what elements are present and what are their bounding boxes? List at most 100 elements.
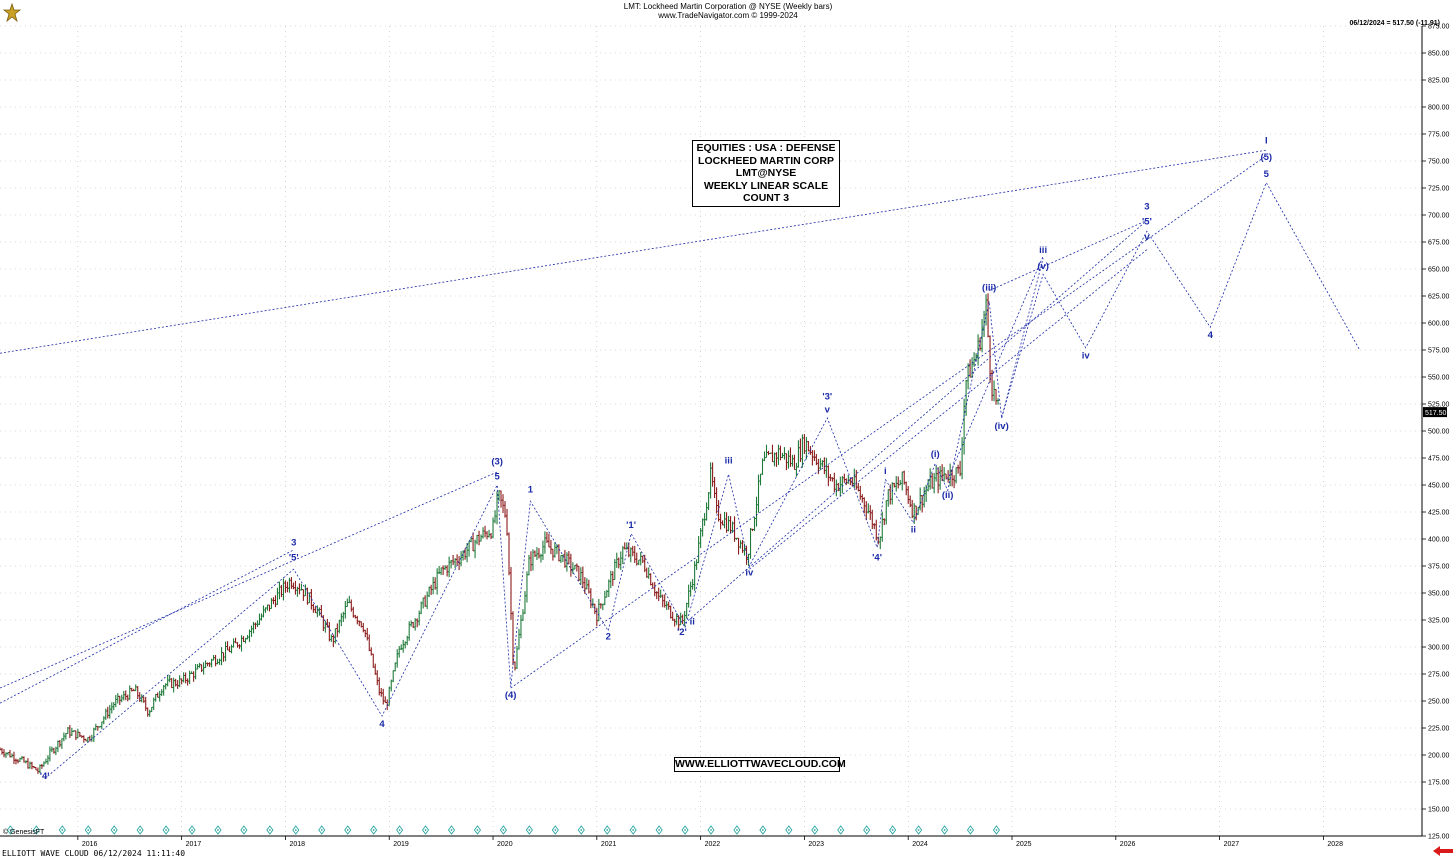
wave-label: 3 — [1144, 202, 1149, 213]
channel-line — [947, 255, 1044, 480]
y-tick-label: 300.00 — [1428, 645, 1450, 652]
scroll-left-arrow-icon[interactable] — [1433, 846, 1453, 856]
y-tick-label: 875.00 — [1428, 24, 1450, 31]
wave-labels: '4'3'5'4(3)5(4)12'1''2'iiiiiiv'3'v'4'iii… — [40, 136, 1272, 782]
cycle-diamond-icon — [447, 825, 456, 835]
channel-line — [0, 471, 498, 689]
x-tick-label: 2022 — [705, 841, 721, 848]
y-tick-label: 850.00 — [1428, 51, 1450, 58]
cycle-diamond-icon — [110, 825, 118, 835]
price-tag-label: 517.50 — [1425, 410, 1447, 417]
cycle-dot-icon — [502, 829, 505, 831]
x-tick-label: 2017 — [186, 841, 202, 848]
x-tick-label: 2024 — [912, 841, 928, 848]
cycle-dot-icon — [865, 829, 868, 831]
cycle-dot-icon — [294, 829, 297, 831]
y-axis: 125.00 150.00 175.00 200.00 225.00 250.00 275.… — [1421, 24, 1450, 841]
cycle-diamond-icon — [811, 825, 819, 835]
cycle-dot-icon — [658, 829, 661, 831]
wave-label: '1' — [626, 520, 636, 531]
price-bars — [0, 293, 1000, 774]
cycle-diamond-icon — [915, 825, 923, 835]
y-tick-label: 400.00 — [1428, 537, 1450, 544]
cycle-dot-icon — [346, 829, 349, 831]
wave-label: (5) — [1260, 152, 1272, 163]
x-tick-label: 2023 — [808, 841, 824, 848]
cycle-dot-icon — [736, 829, 738, 831]
cycle-dot-icon — [87, 829, 90, 831]
cycle-dot-icon — [35, 829, 38, 831]
channel-line — [0, 549, 294, 704]
info-line: EQUITIES : USA : DEFENSE — [696, 142, 836, 154]
channel-lines — [0, 149, 1267, 704]
wave-label: (v) — [1037, 261, 1049, 272]
cycle-diamond-icon — [240, 825, 248, 835]
channel-line — [510, 155, 1267, 689]
wave-label: i — [884, 466, 887, 477]
cycle-diamond-icon — [292, 825, 300, 835]
footer-text: ELLIOTT WAVE CLOUD 06/12/2024 11:11:40 — [2, 849, 186, 858]
cycle-dot-icon — [684, 829, 686, 831]
x-tick-label: 2021 — [601, 841, 617, 848]
wave-label: (iii) — [982, 283, 996, 294]
cycle-dot-icon — [710, 829, 712, 831]
y-tick-label: 675.00 — [1428, 240, 1450, 247]
y-tick-label: 425.00 — [1428, 510, 1450, 517]
x-axis: 2016 2017 2018 2019 2020 2021 2022 2023 2024 2025… — [0, 835, 1422, 848]
cycle-diamond-icon — [84, 825, 92, 835]
cycle-diamond-icon — [940, 825, 949, 835]
wave-label: '4' — [40, 771, 50, 782]
cycle-dot-icon — [450, 829, 453, 831]
cycle-diamond-icon — [58, 825, 66, 835]
y-tick-label: 475.00 — [1428, 456, 1450, 463]
y-tick-label: 825.00 — [1428, 78, 1450, 85]
cycle-diamond-icon — [577, 825, 585, 835]
cycle-diamond-icon — [136, 825, 144, 835]
cycle-dot-icon — [969, 829, 972, 831]
cycle-dot-icon — [761, 829, 764, 831]
website-label: WWW.ELLIOTTWAVECLOUD.COM — [674, 757, 846, 772]
y-tick-label: 575.00 — [1428, 348, 1450, 355]
cycle-dot-icon — [476, 829, 479, 831]
cycle-diamond-icon — [266, 825, 274, 835]
cycle-diamond-icon — [681, 825, 689, 835]
cycle-diamond-icon — [759, 825, 767, 835]
cycle-markers — [6, 825, 1001, 835]
cycle-dot-icon — [528, 829, 531, 831]
y-tick-label: 325.00 — [1428, 618, 1450, 625]
y-tick-label: 725.00 — [1428, 186, 1450, 193]
wave-label: iii — [1039, 245, 1047, 256]
wave-label: '3' — [822, 392, 832, 403]
y-tick-label: 800.00 — [1428, 105, 1450, 112]
wave-label: 3 — [291, 537, 296, 548]
cycle-dot-icon — [191, 829, 193, 831]
cycle-dot-icon — [320, 829, 323, 831]
wave-label: 1 — [528, 485, 534, 496]
cycle-diamond-icon — [344, 825, 352, 835]
chart-title: LMT: Lockheed Martin Corporation @ NYSE … — [623, 2, 833, 11]
y-tick-label: 600.00 — [1428, 321, 1450, 328]
wave-label: (i) — [931, 449, 940, 460]
cycle-diamond-icon — [318, 825, 326, 835]
x-tick-label: 2025 — [1016, 841, 1032, 848]
y-tick-label: 650.00 — [1428, 267, 1450, 274]
cycle-diamond-icon — [837, 825, 845, 835]
wave-label: 4 — [379, 719, 385, 730]
y-tick-label: 125.00 — [1428, 834, 1450, 841]
genesis-label: © GenesisFT — [3, 829, 45, 836]
x-tick-label: 2028 — [1327, 841, 1343, 848]
info-line: LOCKHEED MARTIN CORP — [698, 154, 834, 167]
wave-label: I — [1265, 136, 1268, 147]
cycle-diamond-icon — [499, 825, 507, 835]
channel-line — [0, 149, 1267, 354]
wave-path — [44, 181, 1361, 780]
y-tick-label: 700.00 — [1428, 213, 1450, 220]
y-tick-label: 175.00 — [1428, 780, 1450, 787]
cycle-dot-icon — [139, 829, 142, 831]
cycle-diamond-icon — [629, 825, 637, 835]
y-tick-label: 775.00 — [1428, 132, 1450, 139]
wave-label: (4) — [505, 690, 517, 701]
cycle-diamond-icon — [370, 825, 378, 835]
y-tick-label: 625.00 — [1428, 294, 1450, 301]
